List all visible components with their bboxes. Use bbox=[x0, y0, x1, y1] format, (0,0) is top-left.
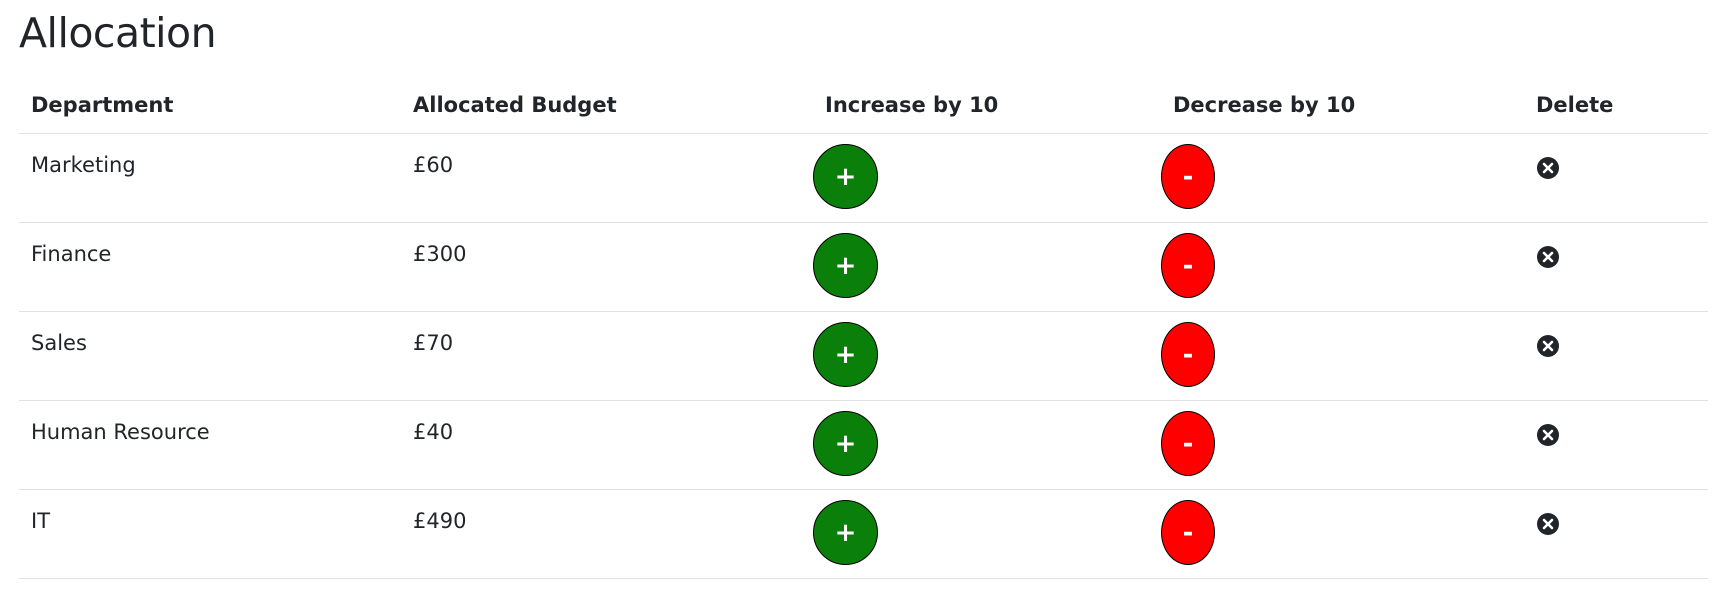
decrease-button[interactable]: - bbox=[1161, 411, 1215, 476]
header-allocated-budget: Allocated Budget bbox=[401, 77, 813, 134]
allocated-budget: £300 bbox=[413, 242, 467, 266]
close-circle-icon[interactable] bbox=[1536, 156, 1560, 180]
header-delete: Delete bbox=[1524, 77, 1708, 134]
increase-button[interactable]: + bbox=[813, 322, 878, 387]
table-row: Sales £70 + - bbox=[19, 311, 1708, 401]
department-name: Finance bbox=[31, 242, 112, 266]
table-row: Human Resource £40 + - bbox=[19, 400, 1708, 490]
table-row: Marketing £60 + - bbox=[19, 133, 1708, 223]
allocated-budget: £490 bbox=[413, 509, 467, 533]
increase-button[interactable]: + bbox=[813, 233, 878, 298]
page-title: Allocation bbox=[19, 9, 217, 57]
allocated-budget: £40 bbox=[413, 420, 454, 444]
close-circle-icon[interactable] bbox=[1536, 423, 1560, 447]
department-name: Human Resource bbox=[31, 420, 210, 444]
allocation-table: Department Allocated Budget Increase by … bbox=[19, 77, 1708, 579]
decrease-button[interactable]: - bbox=[1161, 233, 1215, 298]
close-circle-icon[interactable] bbox=[1536, 512, 1560, 536]
header-decrease: Decrease by 10 bbox=[1161, 77, 1524, 134]
table-row: IT £490 + - bbox=[19, 489, 1708, 579]
increase-button[interactable]: + bbox=[813, 500, 878, 565]
department-name: Marketing bbox=[31, 153, 136, 177]
increase-button[interactable]: + bbox=[813, 144, 878, 209]
decrease-button[interactable]: - bbox=[1161, 144, 1215, 209]
decrease-button[interactable]: - bbox=[1161, 322, 1215, 387]
decrease-button[interactable]: - bbox=[1161, 500, 1215, 565]
allocated-budget: £70 bbox=[413, 331, 454, 355]
header-department: Department bbox=[19, 77, 401, 134]
table-row: Finance £300 + - bbox=[19, 222, 1708, 312]
department-name: IT bbox=[31, 509, 51, 533]
header-increase: Increase by 10 bbox=[813, 77, 1161, 134]
department-name: Sales bbox=[31, 331, 87, 355]
close-circle-icon[interactable] bbox=[1536, 334, 1560, 358]
close-circle-icon[interactable] bbox=[1536, 245, 1560, 269]
allocated-budget: £60 bbox=[413, 153, 454, 177]
table-header-row: Department Allocated Budget Increase by … bbox=[19, 77, 1708, 134]
increase-button[interactable]: + bbox=[813, 411, 878, 476]
